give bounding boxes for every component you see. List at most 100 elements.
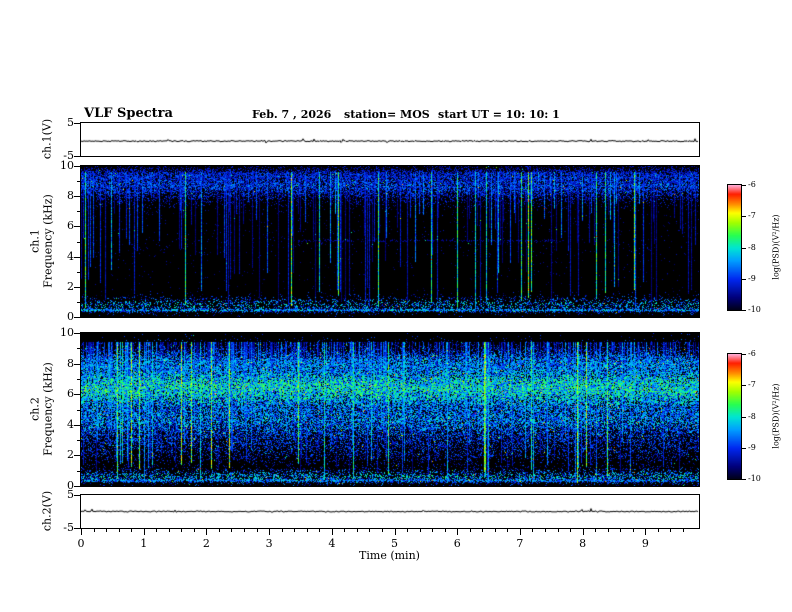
freq-minor-tick-mark	[77, 211, 80, 213]
time-minor-tick-mark	[294, 529, 296, 532]
start-ut-label: start UT = 10: 10: 1	[438, 108, 560, 121]
freq-minor-tick-mark	[77, 378, 80, 380]
amp-tick-mark	[74, 123, 80, 124]
time-minor-tick-mark	[532, 529, 534, 532]
freq-tick-mark	[74, 363, 80, 365]
time-minor-tick-mark	[356, 529, 358, 532]
freq-minor-tick-mark	[77, 409, 80, 411]
colorbar-tick-mark	[742, 354, 746, 355]
time-minor-tick-mark	[632, 529, 634, 532]
time-minor-tick-mark	[281, 529, 283, 532]
station-label: station= MOS	[344, 108, 430, 121]
time-minor-tick-mark	[256, 529, 258, 532]
ch2-voltage-trace-canvas	[81, 495, 699, 528]
freq-tick-mark	[74, 286, 80, 288]
time-minor-tick-mark	[156, 529, 158, 532]
time-minor-tick-mark	[319, 529, 321, 532]
colorbar-tick-label: -8	[748, 242, 756, 252]
freq-tick-mark	[74, 226, 80, 228]
freq-tick-label: 2	[67, 279, 74, 293]
ch1-spectrogram-canvas	[81, 166, 699, 317]
time-tick-mark	[457, 529, 459, 535]
colorbar-tick-mark	[742, 416, 746, 418]
ch2-channel-label: ch.2	[28, 397, 42, 421]
ch1-colorbar	[727, 184, 742, 311]
freq-tick-mark	[74, 455, 80, 457]
time-tick-mark	[269, 529, 271, 535]
time-tick-mark	[206, 529, 208, 535]
time-minor-tick-mark	[131, 529, 133, 532]
colorbar-tick-label: -10	[748, 305, 761, 314]
colorbar-tick-label: -8	[748, 411, 756, 421]
time-minor-tick-mark	[231, 529, 233, 532]
ch2-colorbar-label-text: log(PSD)(V²/Hz)	[771, 383, 781, 449]
freq-tick-label: 10	[60, 326, 74, 339]
colorbar-tick-mark	[742, 247, 746, 249]
ch2-colorbar	[727, 353, 742, 480]
amp-tick-label: -5	[63, 149, 74, 162]
ch1-channel-label: ch.1	[28, 229, 42, 253]
freq-minor-tick-mark	[77, 271, 80, 273]
time-minor-tick-mark	[168, 529, 170, 532]
colorbar-tick-mark	[742, 278, 746, 280]
time-minor-tick-mark	[106, 529, 108, 532]
time-minor-tick-mark	[620, 529, 622, 532]
colorbar-tick-mark	[742, 447, 746, 449]
freq-tick-label: 0	[67, 479, 74, 492]
time-minor-tick-mark	[545, 529, 546, 532]
time-minor-tick-mark	[607, 529, 609, 532]
freq-tick-label: 6	[67, 387, 74, 401]
time-tick-label: 7	[516, 537, 524, 550]
date-label: Feb. 7 , 2026	[252, 108, 332, 121]
colorbar-tick-label: -9	[748, 273, 756, 283]
freq-tick-mark	[74, 424, 80, 426]
ch1-spectrogram-panel	[80, 165, 700, 318]
ch1-voltage-trace-canvas	[81, 123, 699, 156]
amp-tick-mark	[74, 528, 80, 529]
time-minor-tick-mark	[306, 529, 308, 532]
time-tick-mark	[81, 529, 82, 535]
ch2-spectrogram-canvas	[81, 333, 699, 486]
ch2-colorbar-gradient	[728, 354, 741, 479]
colorbar-tick-label: -7	[748, 211, 756, 221]
freq-tick-label: 4	[67, 417, 74, 431]
colorbar-tick-mark	[742, 216, 746, 218]
colorbar-tick-label: -6	[748, 180, 756, 189]
freq-minor-tick-mark	[77, 181, 80, 183]
amp-tick-label: 5	[67, 488, 74, 501]
time-minor-tick-mark	[432, 529, 434, 532]
time-minor-tick-mark	[482, 529, 484, 532]
time-minor-tick-mark	[193, 529, 195, 532]
time-tick-mark	[582, 529, 584, 535]
time-tick-label: 4	[328, 537, 336, 550]
figure-title: VLF Spectra	[84, 106, 173, 121]
colorbar-tick-mark	[742, 310, 746, 311]
time-tick-label: 9	[641, 537, 649, 550]
time-tick-mark	[331, 529, 333, 535]
time-minor-tick-mark	[344, 529, 346, 532]
time-tick-mark	[143, 529, 145, 535]
time-minor-tick-mark	[670, 529, 672, 532]
time-axis-label: Time (min)	[359, 549, 420, 562]
time-minor-tick-mark	[494, 529, 496, 532]
time-minor-tick-mark	[595, 529, 597, 532]
freq-tick-label: 4	[67, 249, 74, 263]
time-tick-mark	[394, 529, 396, 535]
time-tick-label: 5	[391, 537, 399, 550]
freq-tick-mark	[74, 166, 80, 167]
amp-tick-label: 5	[67, 116, 74, 129]
freq-minor-tick-mark	[77, 241, 80, 243]
time-minor-tick-mark	[218, 529, 220, 532]
time-minor-tick-mark	[444, 529, 446, 532]
freq-minor-tick-mark	[77, 301, 80, 303]
time-tick-label: 8	[579, 537, 587, 550]
colorbar-tick-mark	[742, 385, 746, 387]
time-minor-tick-mark	[682, 529, 684, 532]
amp-tick-mark	[74, 156, 80, 157]
time-minor-tick-mark	[244, 529, 246, 532]
time-minor-tick-mark	[469, 529, 471, 532]
time-minor-tick-mark	[407, 529, 409, 532]
ch2-frequency-label: Frequency (kHz)	[41, 362, 54, 456]
ch1-colorbar-gradient	[728, 185, 741, 310]
